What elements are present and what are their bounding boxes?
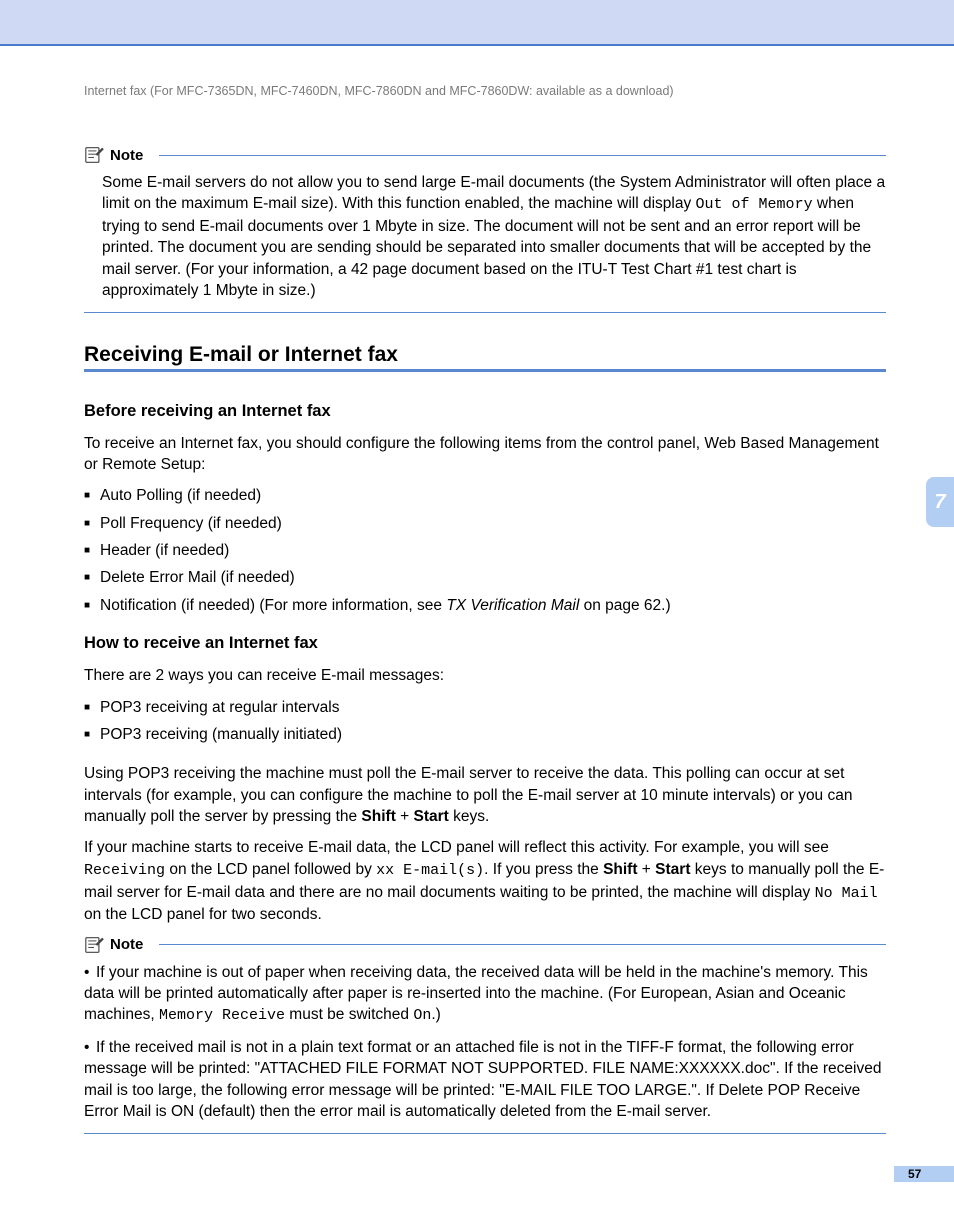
note-label: Note	[110, 936, 143, 953]
note-list-item: •If the received mail is not in a plain …	[84, 1037, 886, 1123]
note-list-item: •If your machine is out of paper when re…	[84, 962, 886, 1027]
bullet-list: Auto Polling (if needed) Poll Frequency …	[84, 485, 886, 616]
body-span: on the LCD panel for two seconds.	[84, 906, 322, 923]
mono-text: No Mail	[815, 885, 878, 902]
note-icon	[84, 936, 104, 954]
key-label: Shift	[603, 861, 637, 878]
note-text: .)	[431, 1006, 440, 1023]
body-span: . If you press the	[484, 861, 603, 878]
list-item: Poll Frequency (if needed)	[84, 513, 886, 534]
note-text: If the received mail is not in a plain t…	[84, 1039, 881, 1120]
note-header: Note	[84, 936, 886, 954]
note-text: must be switched	[285, 1006, 413, 1023]
body-text: To receive an Internet fax, you should c…	[84, 433, 886, 476]
list-item: Auto Polling (if needed)	[84, 485, 886, 506]
body-span: +	[638, 861, 656, 878]
key-label: Shift	[361, 808, 395, 825]
header-band	[0, 0, 954, 44]
list-item: Delete Error Mail (if needed)	[84, 567, 886, 588]
note-label: Note	[110, 147, 143, 164]
note-icon	[84, 146, 104, 164]
key-label: Start	[414, 808, 449, 825]
breadcrumb: Internet fax (For MFC-7365DN, MFC-7460DN…	[84, 84, 886, 98]
mono-text: On	[413, 1007, 431, 1024]
list-item: Header (if needed)	[84, 540, 886, 561]
mono-text: Receiving	[84, 862, 165, 879]
subsection-heading: Before receiving an Internet fax	[84, 402, 886, 421]
note-foot-rule	[84, 1133, 886, 1134]
page-content: Internet fax (For MFC-7365DN, MFC-7460DN…	[0, 46, 954, 1134]
note-block-1: Note Some E-mail servers do not allow yo…	[84, 146, 886, 313]
bullet-list: POP3 receiving at regular intervals POP3…	[84, 697, 886, 746]
note-block-2: Note •If your machine is out of paper wh…	[84, 936, 886, 1134]
list-text: Notification (if needed) (For more infor…	[100, 597, 446, 614]
subsection-heading: How to receive an Internet fax	[84, 634, 886, 653]
page-number: 57	[894, 1167, 921, 1181]
mono-text: Memory Receive	[159, 1007, 285, 1024]
body-span: keys.	[449, 808, 489, 825]
section-rule	[84, 369, 886, 372]
body-span: If your machine starts to receive E-mail…	[84, 839, 829, 856]
section-heading: Receiving E-mail or Internet fax	[84, 343, 886, 367]
list-item: POP3 receiving (manually initiated)	[84, 724, 886, 745]
note-body: •If your machine is out of paper when re…	[84, 962, 886, 1123]
page-number-box: 57	[894, 1166, 954, 1182]
note-mono: Out of Memory	[696, 196, 813, 213]
body-text: There are 2 ways you can receive E-mail …	[84, 665, 886, 686]
list-item: Notification (if needed) (For more infor…	[84, 595, 886, 616]
note-rule	[159, 944, 886, 945]
list-item: POP3 receiving at regular intervals	[84, 697, 886, 718]
note-foot-rule	[84, 312, 886, 313]
chapter-tab: 7	[926, 477, 954, 527]
note-body: Some E-mail servers do not allow you to …	[84, 172, 886, 302]
chapter-number: 7	[934, 491, 945, 514]
note-rule	[159, 155, 886, 156]
key-label: Start	[655, 861, 690, 878]
body-span: +	[396, 808, 414, 825]
list-text: on page 62.)	[579, 597, 670, 614]
list-link[interactable]: TX Verification Mail	[446, 597, 579, 614]
note-header: Note	[84, 146, 886, 164]
body-text: Using POP3 receiving the machine must po…	[84, 763, 886, 827]
body-span: on the LCD panel followed by	[165, 861, 376, 878]
body-text: If your machine starts to receive E-mail…	[84, 837, 886, 925]
mono-text: xx E-mail(s)	[376, 862, 484, 879]
